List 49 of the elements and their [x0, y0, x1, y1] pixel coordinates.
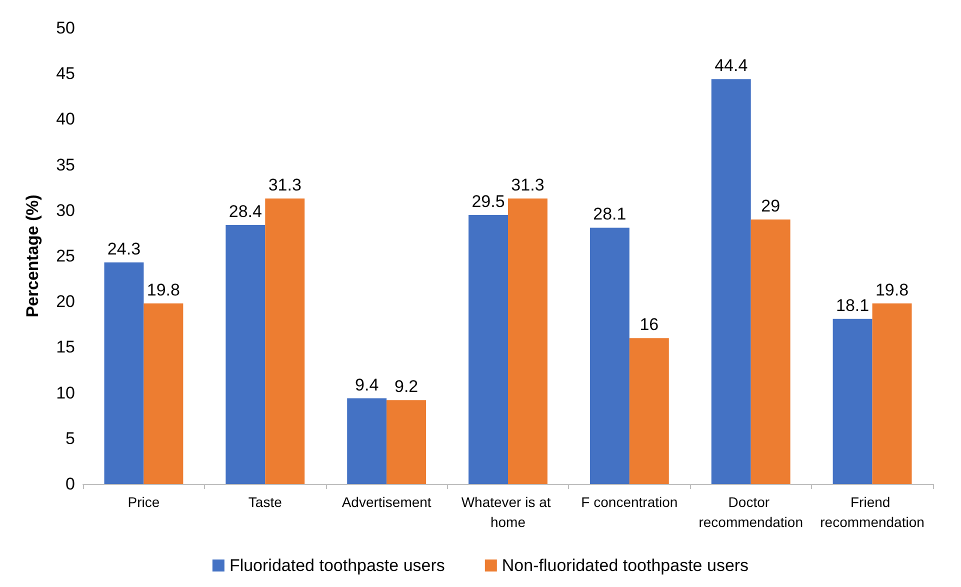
bar	[508, 198, 548, 484]
data-label: 16	[640, 315, 659, 334]
data-label: 28.1	[593, 204, 626, 224]
data-label: 19.8	[146, 280, 180, 300]
legend-label: Non-fluoridated toothpaste users	[502, 556, 749, 575]
x-tick-label: F concentration	[581, 494, 678, 510]
x-tick-label: Doctor recommendation	[698, 494, 803, 530]
x-tick-label: Advertisement	[342, 494, 432, 510]
y-tick-label: 0	[66, 474, 75, 494]
bar	[750, 220, 790, 484]
data-label: 44.4	[714, 56, 748, 76]
y-tick-label: 20	[56, 292, 75, 312]
data-label: 18.1	[836, 296, 870, 315]
bar	[347, 398, 387, 484]
y-tick-label: 45	[56, 64, 75, 84]
bar	[711, 79, 751, 484]
data-label: 29	[761, 196, 780, 216]
y-axis-title: Percentage (%)	[23, 194, 42, 318]
y-tick-label: 40	[56, 110, 75, 129]
y-tick-label: 25	[56, 246, 75, 266]
x-tick-label: Taste	[248, 494, 282, 510]
x-tick-label: Friend recommendation	[820, 494, 924, 530]
bar	[629, 338, 669, 484]
data-label: 31.3	[268, 176, 302, 195]
bar	[468, 214, 508, 484]
y-tick-label: 35	[56, 155, 75, 174]
x-tick-label: Whatever is at home	[461, 494, 555, 530]
data-label: 28.4	[228, 202, 262, 221]
bar	[386, 400, 426, 484]
data-label: 31.3	[511, 176, 544, 195]
legend-label: Fluoridated toothpaste users	[229, 556, 445, 575]
bar	[104, 262, 144, 484]
data-label: 9.2	[394, 377, 418, 396]
y-tick-label: 30	[56, 200, 75, 220]
data-label: 29.5	[472, 192, 505, 211]
y-tick-label: 15	[56, 338, 75, 357]
data-label: 24.3	[107, 239, 141, 258]
data-label: 9.4	[355, 375, 379, 394]
bar	[872, 303, 912, 484]
y-tick-label: 10	[56, 383, 75, 402]
y-tick-label: 50	[56, 18, 75, 38]
bar	[226, 224, 266, 484]
bar	[832, 318, 872, 484]
bar	[144, 303, 184, 484]
bar	[590, 228, 630, 484]
x-tick-label: Price	[128, 494, 160, 510]
bar	[265, 198, 305, 484]
y-tick-label: 5	[66, 428, 75, 448]
data-label: 19.8	[875, 280, 909, 300]
